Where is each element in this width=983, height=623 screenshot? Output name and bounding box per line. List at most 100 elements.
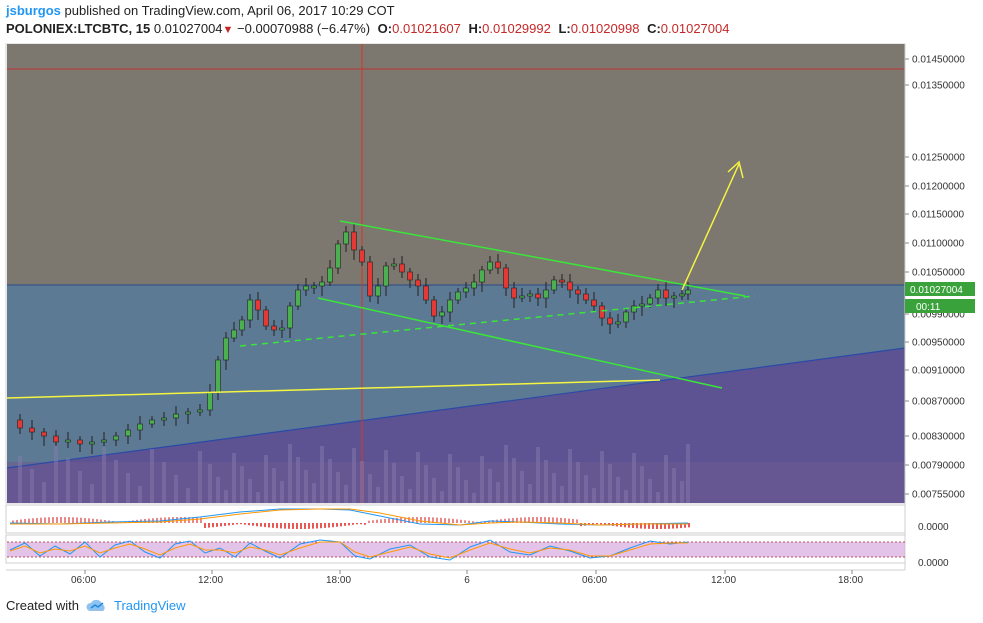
time-tick-label: 6	[464, 575, 470, 586]
volume-bar	[456, 467, 460, 503]
tradingview-link[interactable]: TradingView	[85, 598, 186, 613]
volume-bar	[432, 478, 436, 503]
time-axis[interactable]	[6, 570, 905, 588]
macd-line	[9, 508, 689, 526]
volume-bar	[592, 488, 596, 503]
macd-bar	[300, 523, 302, 529]
macd-bar	[644, 523, 646, 529]
price-tick-label: 0.00910000	[912, 366, 965, 377]
volume-bar	[664, 455, 668, 503]
time-tick-label: 06:00	[71, 575, 96, 586]
candle-body	[551, 279, 557, 291]
volume-bar	[304, 470, 308, 503]
macd-bar	[348, 523, 350, 526]
time-tick-label: 18:00	[326, 575, 351, 586]
signal-line	[10, 508, 688, 526]
channel-bottom-line[interactable]	[317, 297, 723, 389]
volume-bar	[288, 444, 292, 503]
last-price: 0.01027004	[153, 21, 223, 36]
macd-bar	[516, 517, 518, 523]
candle-body	[311, 285, 317, 289]
macd-bar	[424, 517, 426, 523]
time-tick-label: 12:00	[198, 575, 223, 586]
macd-bar	[352, 523, 354, 525]
macd-pane[interactable]	[5, 504, 906, 534]
volume-bar	[648, 479, 652, 503]
volume-bar	[464, 480, 468, 503]
candle-body	[279, 327, 285, 331]
candle-body	[631, 305, 637, 313]
volume-bar	[686, 444, 690, 503]
macd-bar	[676, 523, 678, 529]
macd-bar	[196, 517, 198, 523]
macd-bar	[560, 517, 562, 523]
candle-body	[231, 329, 237, 339]
candle-body	[77, 439, 83, 445]
macd-bar	[288, 523, 290, 529]
price-tick-label: 0.00755000	[912, 490, 965, 501]
volume-bar	[440, 491, 444, 503]
volume-bar	[150, 449, 154, 503]
candle-body	[495, 261, 501, 269]
macd-bar	[332, 523, 334, 528]
macd-bar	[636, 523, 638, 529]
macd-bar	[152, 518, 154, 523]
candle-body	[455, 291, 461, 301]
candle-body	[149, 419, 155, 425]
macd-bar	[240, 523, 242, 525]
price-tick-label: 0.00990000	[912, 310, 965, 321]
volume-bar	[360, 461, 364, 503]
price-axis[interactable]	[905, 44, 983, 503]
volume-bar	[328, 459, 332, 503]
price-tick-label: 0.01150000	[912, 210, 965, 221]
macd-bar	[544, 517, 546, 523]
volume-bar	[296, 457, 300, 503]
candle-body	[173, 413, 179, 419]
macd-bar	[440, 517, 442, 523]
candle-body	[343, 231, 349, 245]
dashed-trend-line[interactable]	[239, 295, 756, 347]
candle-body	[215, 359, 221, 393]
candle-body	[125, 429, 131, 437]
volume-bar	[264, 455, 268, 503]
macd-bar	[64, 517, 66, 523]
yellow-support-line[interactable]	[6, 379, 661, 399]
macd-bar	[564, 518, 566, 523]
macd-bar	[200, 517, 202, 523]
macd-bar	[684, 523, 686, 528]
macd-bar	[192, 517, 194, 523]
volume-bars	[18, 444, 690, 503]
macd-bar	[464, 520, 466, 523]
macd-bar	[448, 518, 450, 523]
macd-bar	[20, 519, 22, 523]
author-link[interactable]: jsburgos	[6, 3, 61, 18]
symbol-name[interactable]: POLONIEX:LTCBTC, 15	[6, 21, 151, 36]
volume-bar	[78, 471, 82, 503]
volume-bar	[448, 454, 452, 503]
volume-bar	[408, 489, 412, 503]
macd-bar	[392, 518, 394, 523]
volume-bar	[480, 456, 484, 503]
macd-bar	[72, 517, 74, 523]
macd-bar	[228, 523, 230, 526]
volume-bar	[312, 483, 316, 503]
macd-bar	[304, 523, 306, 529]
candle-body	[527, 293, 533, 297]
macd-bar	[52, 517, 54, 523]
macd-bar	[284, 523, 286, 529]
volume-bar	[42, 482, 46, 503]
candle-body	[255, 299, 261, 311]
macd-bar	[96, 519, 98, 523]
projection-arrow[interactable]	[681, 163, 740, 291]
macd-bar	[368, 520, 370, 523]
macd-bar	[376, 519, 378, 523]
candle-body	[423, 285, 429, 301]
macd-bar	[328, 523, 330, 528]
candle-body	[65, 439, 71, 443]
macd-bar	[520, 517, 522, 523]
channel-top-line[interactable]	[339, 220, 746, 297]
macd-bar	[664, 523, 666, 529]
macd-bar	[16, 519, 18, 523]
macd-bar	[608, 523, 610, 526]
